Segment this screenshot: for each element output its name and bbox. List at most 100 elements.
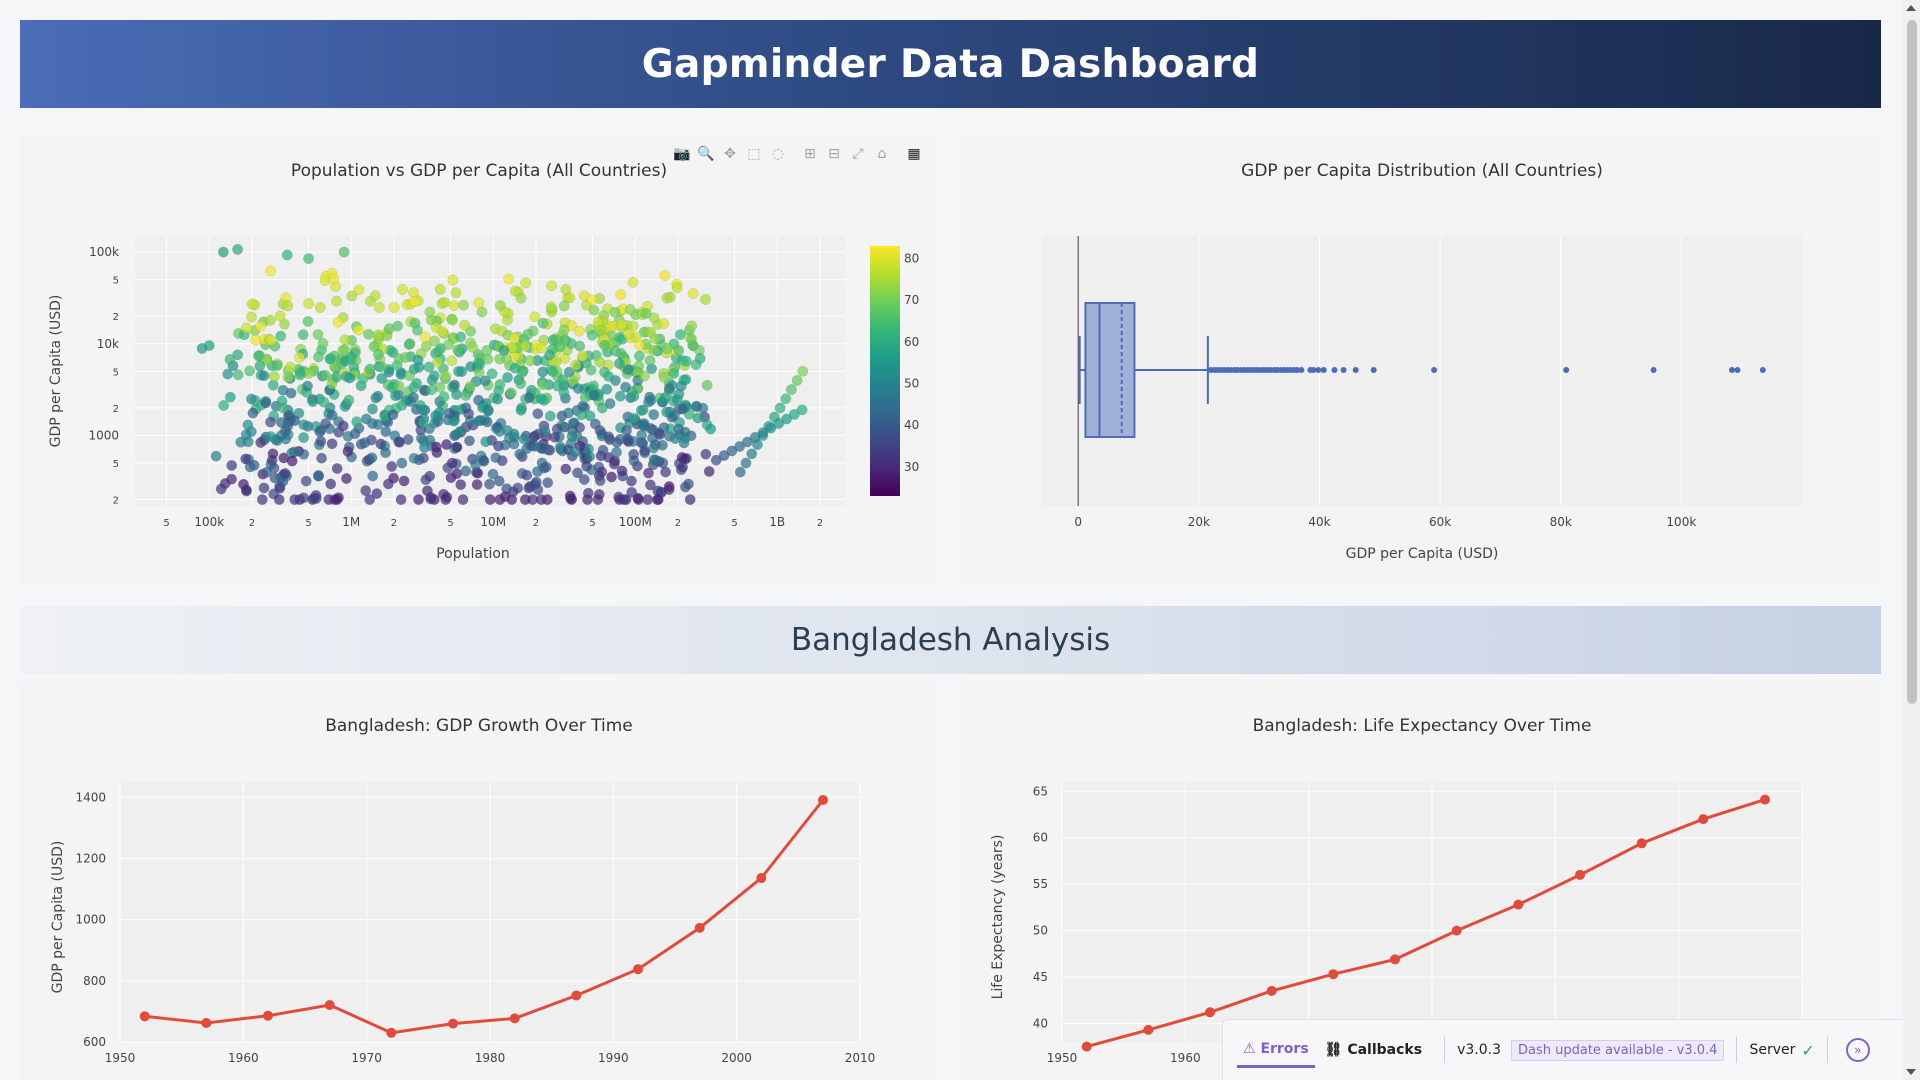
pan-icon[interactable]: ✥	[724, 146, 736, 162]
scatter-point	[217, 246, 229, 258]
section-title: Bangladesh Analysis	[790, 622, 1111, 658]
expand-devtools-button[interactable]: »	[1845, 1038, 1870, 1062]
scatter-point	[446, 355, 458, 367]
x-tick-label: 2000	[721, 1051, 752, 1065]
scatter-point	[601, 383, 613, 395]
scatter-point	[482, 353, 494, 365]
page-scrollbar[interactable]	[1903, 0, 1920, 1080]
scatter-point	[376, 361, 388, 373]
scatter-point	[673, 345, 685, 356]
scatter-point	[430, 441, 442, 453]
scatter-point	[430, 410, 442, 422]
scatter-point	[452, 344, 464, 356]
scatter-point	[408, 381, 420, 393]
scatter-point	[274, 310, 286, 322]
zoom-in-icon[interactable]: ⊞	[804, 146, 816, 162]
scatter-point	[674, 329, 686, 341]
scatter-point	[341, 473, 352, 484]
scatter-point	[326, 409, 338, 421]
scroll-down-icon[interactable]	[1906, 1069, 1916, 1075]
scroll-up-icon[interactable]	[1906, 5, 1916, 11]
scatter-point	[544, 349, 555, 361]
reset-axes-icon[interactable]: ⌂	[877, 146, 887, 162]
scatter-point	[487, 468, 499, 480]
scatter-point	[298, 419, 310, 431]
box-select-icon[interactable]: ⬚	[747, 146, 761, 162]
scatter-point	[245, 393, 257, 405]
scatter-point	[271, 360, 283, 372]
series-point	[1328, 969, 1339, 980]
scatter-point	[224, 354, 236, 365]
scatter-point	[524, 355, 536, 367]
scatter-point	[515, 378, 527, 390]
gdp-line-chart[interactable]: 1950 1960 1970 1980 1990 2000 2010 600 800 1000 12…	[20, 682, 938, 1080]
scatter-point	[622, 364, 634, 376]
scatter-point	[532, 484, 544, 496]
scatter-point	[690, 401, 702, 413]
scatter-point	[428, 370, 440, 382]
box-chart[interactable]: 0 20k 40k 60k 80k 100k GDP per Capita Distribu…	[962, 136, 1881, 585]
zoom-icon[interactable]: 🔍	[697, 146, 715, 162]
scatter-point	[302, 315, 314, 327]
scatter-point	[294, 369, 306, 381]
scatter-point	[537, 317, 549, 329]
autoscale-icon[interactable]: ⤢	[852, 146, 864, 162]
scatter-chart[interactable]: 5 100k 2 5 1M 2 5 10M 2 5 100M 2 5 1B 2 2 5 1000 2 5 10k 2 5 10…	[20, 136, 938, 585]
scatter-point	[613, 358, 625, 370]
scatter-point	[275, 417, 287, 428]
errors-tab[interactable]: ⚠ Errors	[1237, 1033, 1315, 1068]
scatter-point	[398, 475, 410, 487]
scatter-point	[669, 433, 681, 445]
series-point	[139, 1011, 150, 1022]
scatter-point	[648, 409, 660, 421]
scatter-point	[232, 349, 244, 361]
scatter-point	[494, 379, 506, 390]
scatter-point	[450, 429, 462, 440]
callbacks-tab[interactable]: ⛓ Callbacks	[1324, 1042, 1423, 1058]
scatter-point	[596, 402, 608, 414]
series-point	[448, 1018, 458, 1029]
scatter-point	[611, 446, 623, 458]
scatter-point	[424, 470, 436, 482]
scrollbar-thumb[interactable]	[1907, 20, 1917, 704]
outlier-point	[1370, 367, 1377, 373]
scatter-point	[671, 282, 683, 294]
scatter-point	[626, 486, 638, 498]
scatter-point	[476, 306, 488, 318]
series-point	[1760, 794, 1770, 805]
life-line-chart[interactable]: 1950196019701980199020002010404550556065…	[962, 682, 1881, 1080]
y-tick-label: 50	[1033, 924, 1048, 938]
scatter-point	[638, 370, 650, 382]
y-tick-label: 800	[83, 974, 106, 988]
scatter-point	[734, 441, 746, 452]
section-banner: Bangladesh Analysis	[20, 606, 1881, 674]
scatter-point	[609, 345, 621, 357]
scatter-point	[498, 344, 510, 356]
zoom-out-icon[interactable]: ⊟	[828, 146, 840, 162]
plotly-logo-icon[interactable]: ▦	[907, 146, 921, 162]
scatter-point	[440, 370, 452, 382]
scatter-point	[473, 415, 485, 427]
y-tick-label: 55	[1033, 877, 1048, 891]
scatter-point	[218, 400, 230, 411]
scatter-point	[203, 340, 215, 352]
y-tick-label: 5	[113, 459, 119, 470]
series-point	[201, 1018, 212, 1028]
scatter-point	[563, 407, 574, 419]
scatter-point	[628, 390, 640, 402]
lasso-select-icon[interactable]: ◌	[771, 146, 785, 162]
scatter-point	[482, 404, 494, 416]
scatter-point	[644, 354, 656, 366]
scatter-point	[606, 471, 617, 483]
scatter-point	[275, 330, 287, 342]
scatter-point	[550, 356, 562, 368]
scatter-point	[663, 383, 675, 395]
update-badge[interactable]: Dash update available - v3.0.4	[1510, 1039, 1725, 1061]
scatter-point	[566, 430, 578, 442]
outlier-point	[1734, 367, 1741, 373]
camera-icon[interactable]: 📷	[673, 146, 691, 162]
scatter-point	[685, 333, 697, 345]
y-tick-label: 5	[113, 276, 119, 287]
series-point	[1390, 954, 1400, 965]
scatter-point	[425, 493, 437, 505]
